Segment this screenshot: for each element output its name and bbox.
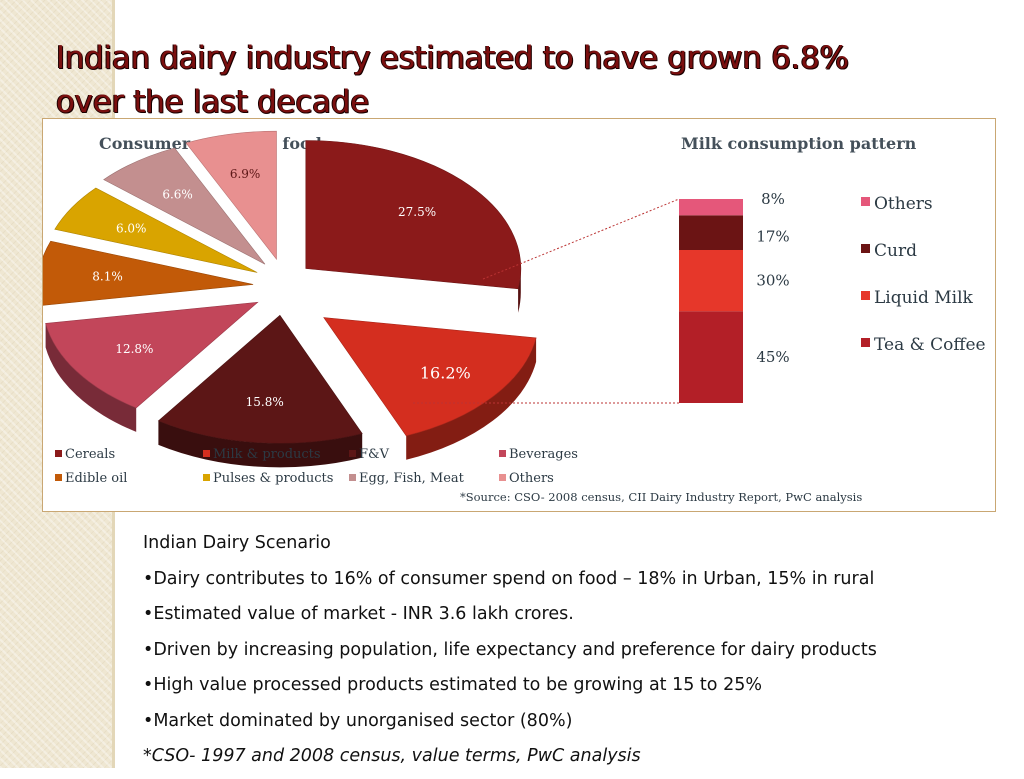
pie-to-bar-connector <box>413 198 680 404</box>
pie-slice-top <box>305 140 522 290</box>
bar-chart-legend: Others Curd Liquid Milk Tea & Coffee <box>861 194 986 355</box>
pie-slice-side <box>406 337 537 460</box>
legend-label: Milk & products <box>213 447 321 462</box>
pie-slice-pulses-products <box>54 187 258 273</box>
legend-label: Edible oil <box>65 471 127 486</box>
pie-value-label: 15.8% <box>246 395 284 409</box>
pie-slice-cereals <box>305 140 522 313</box>
pie-value-label: 8.1% <box>92 270 123 284</box>
slide-title-line-2: over the last decade <box>56 84 370 120</box>
bar-value-label: 8% <box>761 190 785 208</box>
pie-legend-item-milk-products: Milk & products <box>203 447 321 462</box>
pie-value-label: 12.8% <box>115 342 153 356</box>
notes-heading: Indian Dairy Scenario <box>143 533 331 553</box>
legend-label: Others <box>509 471 554 486</box>
bar-segment-liquid-milk <box>679 250 743 312</box>
legend-swatch <box>499 474 506 481</box>
legend-swatch <box>55 450 62 457</box>
chart-source-note: *Source: CSO- 2008 census, CII Dairy Ind… <box>460 490 862 504</box>
pie-legend-item-beverages: Beverages <box>499 447 578 462</box>
pie-slice-beverages <box>45 301 259 432</box>
bar-legend-item-tea-coffee: Tea & Coffee <box>861 335 986 355</box>
bar-legend-item-others: Others <box>861 194 933 214</box>
pie-slice-top <box>323 317 537 437</box>
pie-slice-edible-oil <box>43 240 254 306</box>
legend-swatch <box>349 474 356 481</box>
legend-label: Tea & Coffee <box>874 335 986 355</box>
legend-swatch <box>55 474 62 481</box>
legend-swatch <box>861 291 870 300</box>
pie-legend-item-pulses-products: Pulses & products <box>203 471 333 486</box>
legend-label: Liquid Milk <box>874 288 974 308</box>
pie-slice-milk-products <box>323 317 537 460</box>
legend-swatch <box>203 474 210 481</box>
pie-slice-top <box>43 240 254 306</box>
legend-swatch <box>861 244 870 253</box>
legend-swatch <box>861 197 870 206</box>
notes-bullet-2: •Estimated value of market - INR 3.6 lak… <box>143 604 574 624</box>
notes-bullet-5: •Market dominated by unorganised sector … <box>143 710 573 731</box>
pie-slice-others <box>185 130 277 261</box>
bar-value-label: 30% <box>756 272 789 290</box>
pie-value-label: 27.5% <box>398 205 436 219</box>
connector-line-top <box>482 198 680 280</box>
pie-slice-egg-fish-meat <box>103 147 266 265</box>
pie-slice-top <box>185 130 277 261</box>
pie-slice-top <box>103 147 266 265</box>
chart-canvas: Consumer spend on food Milk consumption … <box>43 130 986 504</box>
pie-value-label: 16.2% <box>420 364 471 383</box>
pie-value-label: 6.0% <box>116 221 147 235</box>
bar-segment-curd <box>679 215 743 250</box>
legend-label: F&V <box>359 447 390 462</box>
bar-value-label: 45% <box>756 348 789 366</box>
bar-segment-tea-coffee <box>679 311 743 403</box>
bar-chart-title: Milk consumption pattern <box>681 134 917 153</box>
chart-panel: Consumer spend on food Milk consumption … <box>42 118 996 512</box>
notes-bullet-1: •Dairy contributes to 16% of consumer sp… <box>143 568 875 589</box>
legend-swatch <box>861 338 870 347</box>
legend-label: Curd <box>874 241 917 261</box>
legend-label: Pulses & products <box>213 471 333 486</box>
dairy-scenario-notes: Indian Dairy Scenario •Dairy contributes… <box>143 530 1003 779</box>
legend-label: Egg, Fish, Meat <box>359 471 465 486</box>
pie-legend-item-f-v: F&V <box>349 447 390 462</box>
pie-value-label: 6.6% <box>162 187 193 201</box>
legend-swatch <box>499 450 506 457</box>
legend-swatch <box>349 450 356 457</box>
bar-legend-item-liquid-milk: Liquid Milk <box>861 288 974 308</box>
legend-label: Beverages <box>509 447 578 462</box>
legend-swatch <box>203 450 210 457</box>
stacked-bar-chart: 45% 30% 17% 8% <box>679 190 790 403</box>
pie-chart-legend: Cereals Milk & products F&V Beverages Edible… <box>55 447 578 486</box>
notes-bullet-3: •Driven by increasing population, life e… <box>143 639 877 660</box>
pie-slice-top <box>54 187 258 273</box>
pie-chart: 27.5% 16.2% 15.8% 12.8% 8.1% 6.0% 6.6% 6.9% <box>43 130 537 468</box>
notes-bullet-4: •High value processed products estimated… <box>143 675 762 695</box>
slide-title: Indian dairy industry estimated to have … <box>56 36 956 124</box>
pie-legend-item-egg-fish-meat: Egg, Fish, Meat <box>349 471 465 486</box>
bar-legend-item-curd: Curd <box>861 241 917 261</box>
pie-slice-side <box>45 323 137 432</box>
legend-label: Others <box>874 194 933 214</box>
notes-footnote: *CSO- 1997 and 2008 census, value terms,… <box>143 746 641 766</box>
bar-segment-others <box>679 199 743 216</box>
pie-legend-item-cereals: Cereals <box>55 447 115 462</box>
pie-slice-top <box>157 314 363 444</box>
slide-title-line-1: Indian dairy industry estimated to have … <box>56 40 849 76</box>
bar-value-label: 17% <box>756 228 789 246</box>
pie-value-label: 6.9% <box>230 167 261 181</box>
pie-legend-item-edible-oil: Edible oil <box>55 471 127 486</box>
pie-slice-top <box>45 301 259 409</box>
pie-legend-item-others: Others <box>499 471 554 486</box>
legend-label: Cereals <box>65 447 115 462</box>
